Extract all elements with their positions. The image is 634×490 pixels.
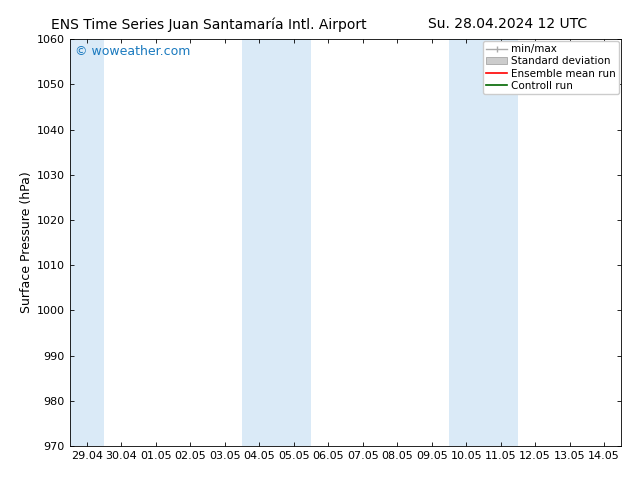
Y-axis label: Surface Pressure (hPa): Surface Pressure (hPa) [20,172,32,314]
Text: © woweather.com: © woweather.com [75,45,191,58]
Bar [242,39,311,446]
Text: ENS Time Series Juan Santamaría Intl. Airport: ENS Time Series Juan Santamaría Intl. Ai… [51,17,367,32]
Legend: min/max, Standard deviation, Ensemble mean run, Controll run: min/max, Standard deviation, Ensemble me… [483,41,619,94]
Bar [449,39,518,446]
Bar [70,39,104,446]
Text: Su. 28.04.2024 12 UTC: Su. 28.04.2024 12 UTC [428,17,586,31]
